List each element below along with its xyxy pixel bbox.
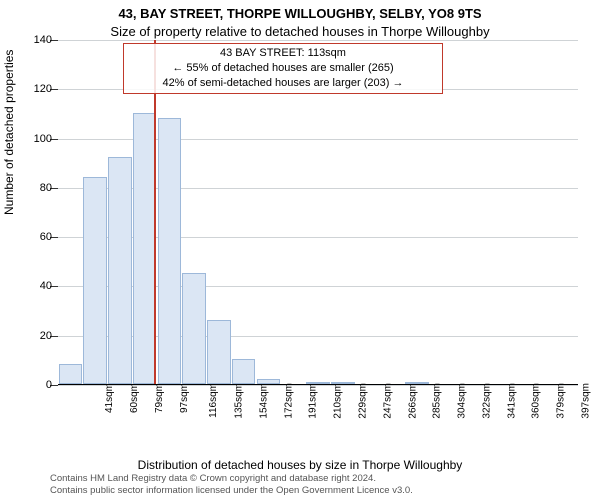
grid-line <box>58 40 578 41</box>
histogram-bar <box>133 113 157 384</box>
page-title-line1: 43, BAY STREET, THORPE WILLOUGHBY, SELBY… <box>0 6 600 21</box>
x-tick-label: 285sqm <box>432 383 443 419</box>
x-tick-label: 97sqm <box>179 383 190 413</box>
annotation-line3: 42% of semi-detached houses are larger (… <box>130 76 436 91</box>
annotation-line2: ← 55% of detached houses are smaller (26… <box>130 61 436 76</box>
histogram-bar <box>232 359 256 384</box>
y-tick-label: 60 <box>20 231 52 243</box>
x-tick-label: 210sqm <box>333 383 344 419</box>
x-tick-label: 360sqm <box>531 383 542 419</box>
x-tick-label: 322sqm <box>481 383 492 419</box>
y-tick-label: 140 <box>20 34 52 46</box>
histogram-bar <box>108 157 132 384</box>
y-tick-label: 120 <box>20 83 52 95</box>
footer-line2: Contains public sector information licen… <box>50 485 413 496</box>
x-tick-label: 397sqm <box>580 383 591 419</box>
x-tick-label: 60sqm <box>129 383 140 413</box>
y-tick-label: 80 <box>20 182 52 194</box>
x-tick-label: 304sqm <box>457 383 468 419</box>
x-tick-label: 379sqm <box>556 383 567 419</box>
y-tick-label: 100 <box>20 133 52 145</box>
histogram-bar <box>331 382 355 384</box>
histogram-bar <box>306 382 330 384</box>
histogram-bar <box>83 177 107 384</box>
x-tick-label: 79sqm <box>154 383 165 413</box>
y-tick-label: 20 <box>20 330 52 342</box>
chart-wrapper: 43, BAY STREET, THORPE WILLOUGHBY, SELBY… <box>0 0 600 500</box>
annotation-box: 43 BAY STREET: 113sqm ← 55% of detached … <box>123 43 443 94</box>
page-title-line2: Size of property relative to detached ho… <box>0 24 600 39</box>
histogram-bar <box>59 364 83 384</box>
x-tick-label: 247sqm <box>382 383 393 419</box>
x-tick-label: 135sqm <box>234 383 245 419</box>
annotation-line1: 43 BAY STREET: 113sqm <box>130 46 436 61</box>
x-tick-label: 41sqm <box>104 383 115 413</box>
x-tick-label: 172sqm <box>283 383 294 419</box>
x-tick-label: 154sqm <box>259 383 270 419</box>
x-tick-label: 341sqm <box>506 383 517 419</box>
x-tick-label: 229sqm <box>358 383 369 419</box>
histogram-bar <box>257 379 281 384</box>
x-tick-label: 266sqm <box>407 383 418 419</box>
x-axis-label: Distribution of detached houses by size … <box>0 458 600 472</box>
histogram-bar <box>405 382 429 384</box>
x-tick-label: 191sqm <box>308 383 319 419</box>
histogram-bar <box>158 118 182 384</box>
histogram-bar <box>182 273 206 384</box>
y-tick-label: 40 <box>20 280 52 292</box>
footer-line1: Contains HM Land Registry data © Crown c… <box>50 473 413 484</box>
y-axis-label: Number of detached properties <box>2 50 16 215</box>
histogram-bar <box>207 320 231 384</box>
x-tick-label: 116sqm <box>208 383 219 418</box>
y-tick-label: 0 <box>20 379 52 391</box>
footer: Contains HM Land Registry data © Crown c… <box>50 473 413 496</box>
